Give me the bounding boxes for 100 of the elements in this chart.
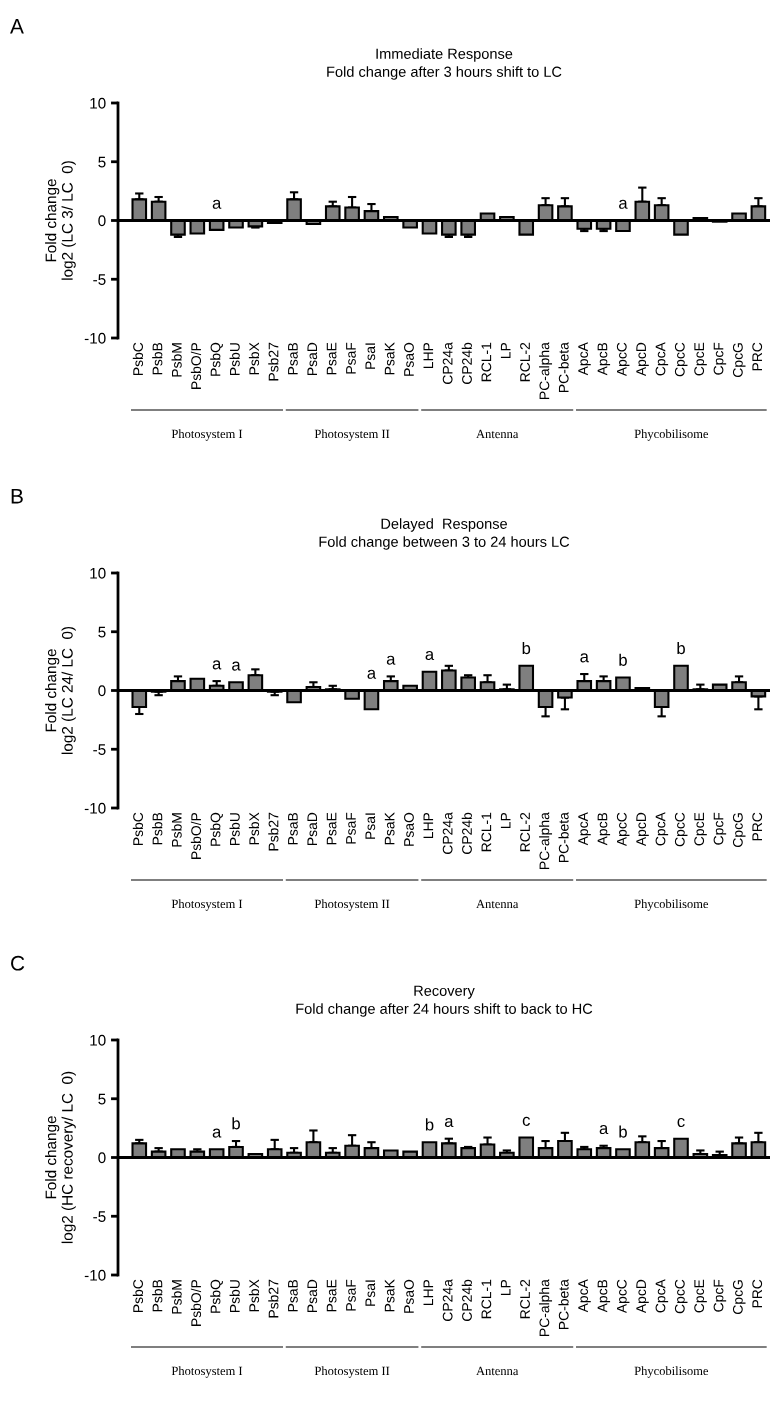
x-tick-label: RCL-1 [481,1279,492,1319]
x-tick-label: CpcA [655,342,669,376]
y-tick-label: -5 [93,274,106,285]
text: Photosystem I [171,1366,243,1378]
x-tick-label: LHP [423,1279,434,1306]
annotation: c [522,1116,530,1126]
x-tick-label: CpcE [694,1279,707,1313]
x-tick-label: PRC [752,1279,763,1308]
x-tick-label: PsaI [365,1280,376,1306]
x-tick-label: PC-alpha [539,342,553,399]
chart-subtitle: Fold change after 24 hours shift to back to HC [296,1003,593,1017]
x-tick-label: PsbX [248,1279,260,1312]
y-tick-label: -5 [93,1211,106,1222]
annotation: a [619,199,628,209]
annotation: a [367,669,377,679]
x-tick-label: Psb27 [268,812,279,851]
annotation: b [425,1118,434,1131]
x-tick-label: CpcF [713,1279,727,1312]
x-tick-label: Psb27 [268,342,279,381]
x-tick-label: LP [500,812,511,829]
x-tick-label: ApcD [636,812,649,847]
x-tick-label: PsbO/P [190,1279,202,1326]
x-tick-label: CpcA [655,812,669,846]
x-tick-label: PsbC [132,812,144,845]
x-tick-label: PsaE [326,342,337,375]
annotation: a [232,661,241,671]
x-tick-label: PsaD [307,1279,318,1312]
x-tick-label: CpcG [732,813,746,847]
x-tick-label: CP24a [442,1279,453,1321]
x-tick-label: PRC [752,342,763,371]
text: Photosystem I [171,899,243,911]
x-tick-label: PC-beta [558,1279,569,1329]
x-tick-label: ApcD [636,1279,649,1314]
x-tick-label: PsbU [229,1280,240,1312]
x-tick-label: CpcE [694,342,707,376]
x-tick-label: ApcA [578,1279,591,1313]
annotation: a [212,199,222,209]
x-tick-label: PC-beta [558,812,569,862]
x-tick-label: PsbX [248,812,260,845]
x-tick-label: ApcC [616,342,630,377]
x-tick-label: CpcC [674,812,688,847]
y-tick-label: 5 [98,1093,106,1105]
x-tick-label: PsaI [365,343,376,369]
x-tick-label: LHP [423,342,434,369]
x-tick-label: CP24b [461,342,472,384]
x-tick-label: PsaK [384,342,395,375]
chart-title: Immediate Response [376,48,513,62]
text: B [11,489,23,504]
x-tick-label: PsbM [171,1280,182,1314]
x-tick-label: PsaO [404,1279,414,1313]
x-tick-label: PsaF [346,342,356,374]
y-tick-label: 10 [90,97,106,109]
x-tick-label: PC-beta [558,342,569,392]
y-tick-label: 10 [90,567,106,579]
x-tick-label: RCL-2 [520,342,530,382]
annotation: b [677,641,685,655]
text: Antenna [476,1366,519,1376]
x-tick-label: ApcB [597,1279,611,1313]
annotation: a [386,655,396,665]
x-tick-label: PsbO/P [190,812,202,859]
x-tick-label: CpcF [713,812,727,845]
x-tick-label: PsaD [307,342,318,375]
y-axis-title: Fold change log2 (LC 24/ LC 0) [45,626,76,755]
annotation: a [425,650,435,661]
x-tick-label: RCL-1 [481,812,492,852]
annotation: a [212,1128,222,1138]
x-tick-label: PsbQ [210,1279,223,1313]
y-axis-title: Fold change log2 (LC 3/ LC 0) [45,161,76,280]
y-tick-label: 0 [98,685,106,697]
x-tick-label: PsbB [152,342,163,375]
text: A [10,19,24,34]
x-tick-label: CpcG [732,1280,746,1314]
text: Phycobilisome [634,429,709,441]
x-tick-label: ApcB [597,342,611,376]
y-tick-label: 0 [98,215,106,227]
annotation: a [444,1117,454,1128]
x-tick-label: Psb27 [268,1279,279,1318]
text: Photosystem II [314,429,390,441]
x-tick-label: CpcA [655,1279,669,1313]
annotation: b [619,653,627,666]
x-tick-label: CP24a [442,342,453,384]
x-tick-label: PsaD [307,812,318,845]
x-tick-label: PsaF [346,812,356,844]
x-tick-label: PsbB [152,812,163,845]
x-tick-label: ApcC [616,812,630,847]
text: Photosystem II [314,1366,390,1378]
x-tick-label: CpcE [694,812,707,846]
x-tick-label: CP24b [461,812,472,854]
text: Phycobilisome [634,1366,709,1378]
x-tick-label: PsbO/P [190,342,202,389]
x-tick-label: PsbC [132,1279,144,1312]
y-tick-label: 5 [98,156,106,168]
chart-title: Delayed Response [381,518,507,532]
x-tick-label: RCL-2 [520,812,530,852]
x-tick-label: ApcD [636,342,649,377]
x-tick-label: CpcF [713,342,727,375]
x-tick-label: PC-alpha [539,812,553,869]
y-tick-label: -10 [84,1269,106,1281]
annotation: a [212,660,222,670]
x-tick-label: CpcC [674,342,688,377]
